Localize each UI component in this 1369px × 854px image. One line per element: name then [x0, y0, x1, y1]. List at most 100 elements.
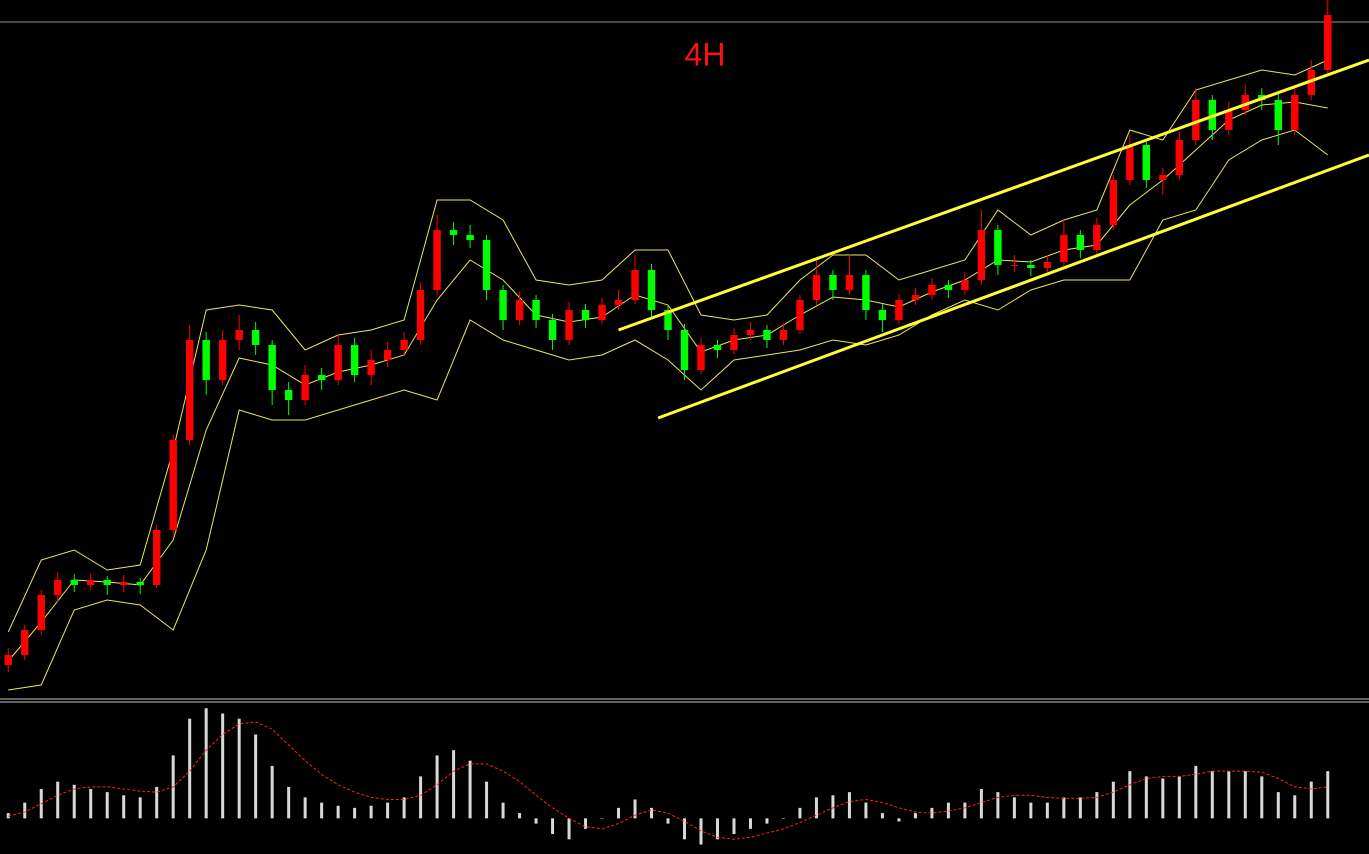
chart-title: 4H	[685, 36, 726, 72]
bollinger-lower	[8, 129, 1329, 691]
candle-body	[664, 310, 672, 330]
candle-body	[136, 582, 144, 585]
candle-body	[433, 230, 441, 290]
macd-signal	[8, 721, 1328, 840]
macd-bar	[831, 795, 835, 819]
macd-bar	[732, 818, 736, 835]
macd-bar	[452, 750, 456, 819]
candle-body	[1076, 235, 1085, 250]
candle-body	[845, 275, 854, 290]
candle-body	[779, 330, 788, 340]
candle-body	[499, 290, 507, 320]
candle-body	[680, 330, 689, 370]
candle-body	[416, 290, 425, 340]
candle-body	[54, 580, 62, 595]
candle-body	[1109, 180, 1118, 225]
candle-body	[1324, 15, 1332, 70]
macd-bar	[221, 713, 225, 819]
macd-bar	[1095, 792, 1099, 819]
trendline	[618, 58, 1369, 332]
macd-bar	[336, 805, 340, 819]
candle-body	[119, 582, 128, 585]
candle-body	[334, 345, 342, 380]
candle-body	[169, 440, 177, 530]
macd-bar	[600, 818, 604, 819]
candle-body	[1093, 225, 1101, 250]
macd-bar	[996, 792, 1000, 819]
candle-body	[862, 275, 870, 310]
candle-body	[647, 270, 656, 310]
macd-bar	[1309, 781, 1313, 819]
macd-bar	[320, 802, 324, 819]
macd-bar	[6, 813, 10, 819]
candle-body	[697, 345, 705, 370]
macd-bar	[72, 784, 76, 819]
candle-body	[829, 275, 837, 290]
macd-bar	[237, 718, 241, 819]
macd-bar	[897, 818, 901, 822]
candle-body	[1142, 145, 1151, 180]
candle-body	[202, 340, 210, 380]
macd-bar	[105, 792, 109, 819]
macd-bar	[666, 818, 670, 824]
candle-body	[37, 595, 45, 630]
candle-body	[103, 580, 111, 585]
macd-bar	[56, 781, 60, 819]
candle-body	[928, 285, 936, 295]
candle-body	[994, 230, 1002, 265]
candle-body	[614, 300, 623, 305]
macd-bar	[1062, 797, 1066, 819]
macd-bar	[435, 755, 439, 819]
candle-body	[532, 300, 540, 320]
macd-bar	[1276, 792, 1280, 819]
candle-body	[284, 390, 293, 400]
macd-bar	[89, 788, 93, 819]
macd-bar	[963, 802, 967, 819]
trendline	[657, 153, 1369, 420]
macd-bar	[1243, 771, 1247, 819]
candle-body	[301, 375, 309, 400]
candle-body	[1027, 265, 1035, 268]
macd-bar	[369, 805, 373, 819]
candle-body	[383, 350, 392, 360]
candle-body	[548, 320, 557, 340]
macd-bar	[1177, 776, 1181, 819]
macd-bar	[683, 818, 686, 840]
macd-bar	[287, 786, 291, 819]
macd-bar	[155, 786, 159, 819]
candle-body	[1225, 110, 1233, 130]
candle-body	[565, 310, 573, 340]
macd-bar	[122, 795, 126, 819]
candle-body	[367, 360, 375, 375]
macd-bar	[781, 818, 785, 819]
macd-bar	[386, 802, 390, 819]
macd-bar	[501, 802, 505, 819]
macd-bar	[913, 813, 917, 819]
candle-body	[218, 340, 227, 380]
macd-bar	[534, 818, 538, 824]
macd-bar	[584, 818, 588, 829]
candle-body	[1291, 95, 1299, 130]
macd-bar	[814, 797, 818, 819]
candle-body	[185, 340, 194, 440]
macd-bar	[1194, 765, 1198, 819]
candle-body	[449, 230, 458, 235]
candle-body	[812, 275, 821, 300]
candle-body	[1159, 175, 1167, 180]
macd-bar	[188, 718, 192, 819]
macd-bar	[765, 818, 769, 824]
macd-bar	[1293, 795, 1297, 819]
candle-body	[1241, 95, 1250, 110]
candle-body	[70, 580, 78, 585]
candle-body	[713, 345, 722, 350]
candle-body	[317, 375, 326, 380]
macd-bar	[204, 708, 208, 819]
candle-body	[598, 305, 606, 320]
candle-body	[977, 230, 986, 280]
candle-body	[911, 295, 920, 300]
candle-body	[268, 345, 276, 390]
macd-bar	[1161, 778, 1165, 819]
candle-body	[1126, 145, 1134, 180]
candle-body	[1060, 235, 1068, 262]
macd-bar	[402, 797, 406, 819]
